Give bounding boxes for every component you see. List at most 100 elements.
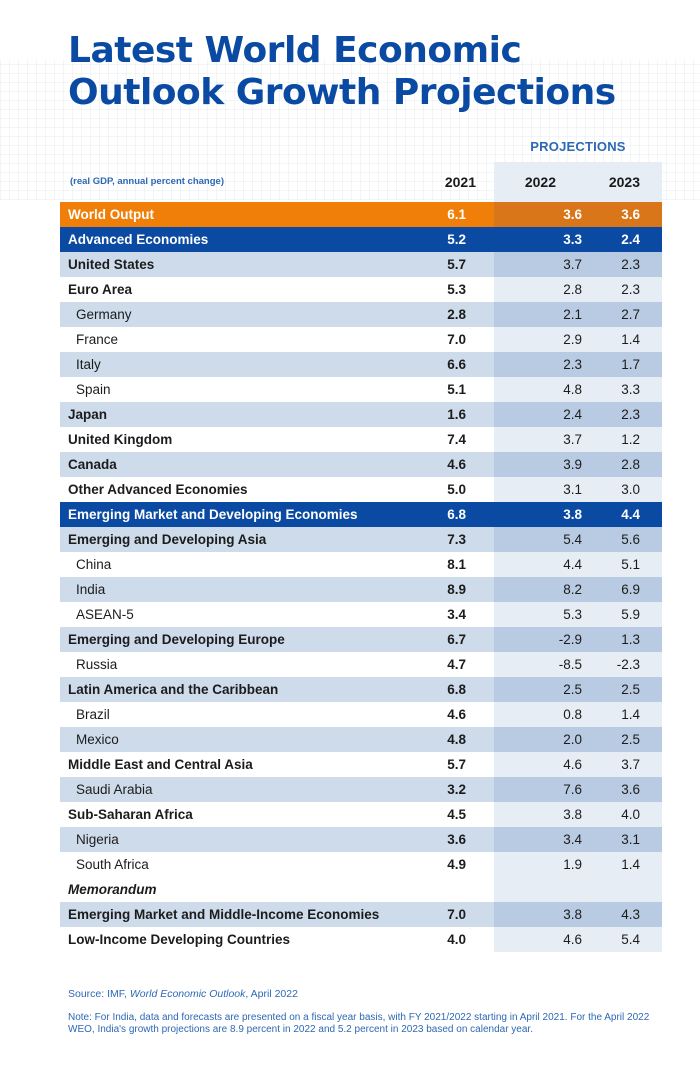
value-2022: 3.8 [563,907,582,922]
value-2021: 7.0 [447,907,466,922]
table-row: United Kingdom 7.4 3.7 1.2 [60,427,662,452]
value-2021: 5.3 [447,282,466,297]
table-row: France 7.0 2.9 1.4 [60,327,662,352]
footnote: Note: For India, data and forecasts are … [68,1012,650,1035]
projection-cell-background [494,627,662,652]
projection-cell-background [494,202,662,227]
value-2022: 1.9 [563,857,582,872]
row-label: Emerging and Developing Europe [68,632,285,647]
value-2021: 3.2 [447,782,466,797]
table-row: Euro Area 5.3 2.8 2.3 [60,277,662,302]
projection-cell-background [494,427,662,452]
projection-cell-background [494,352,662,377]
table-row: Emerging and Developing Asia 7.3 5.4 5.6 [60,527,662,552]
projection-cell-background [494,802,662,827]
table-row: United States 5.7 3.7 2.3 [60,252,662,277]
row-label: South Africa [76,857,149,872]
table-row: India 8.9 8.2 6.9 [60,577,662,602]
value-2021: 6.8 [447,507,466,522]
projection-cell-background [494,602,662,627]
projections-label: PROJECTIONS [530,139,626,154]
table-row: Italy 6.6 2.3 1.7 [60,352,662,377]
value-2021: 7.4 [447,432,466,447]
value-2023: 2.3 [621,282,640,297]
value-2023: 1.2 [621,432,640,447]
table-row: World Output 6.1 3.6 3.6 [60,202,662,227]
value-2022: 7.6 [563,782,582,797]
value-2023: 1.4 [621,707,640,722]
table-row: Nigeria 3.6 3.4 3.1 [60,827,662,852]
table-row: Low-Income Developing Countries 4.0 4.6 5.4 [60,927,662,952]
row-label: Saudi Arabia [76,782,153,797]
value-2023: 3.3 [621,382,640,397]
source-citation: Source: IMF, World Economic Outlook, Apr… [68,988,298,1000]
value-2022: 2.5 [563,682,582,697]
table-row: Spain 5.1 4.8 3.3 [60,377,662,402]
value-2022: 0.8 [563,707,582,722]
value-2022: 4.4 [563,557,582,572]
value-2021: 3.6 [447,832,466,847]
projection-cell-background [494,527,662,552]
value-2023: 3.0 [621,482,640,497]
projection-cell-background [494,227,662,252]
table-row: Latin America and the Caribbean 6.8 2.5 2.5 [60,677,662,702]
row-label: Russia [76,657,118,672]
table-row: Other Advanced Economies 5.0 3.1 3.0 [60,477,662,502]
value-2021: 6.8 [447,682,466,697]
table-row: Japan 1.6 2.4 2.3 [60,402,662,427]
row-label: Nigeria [76,832,119,847]
value-2022: 3.8 [563,807,582,822]
table-row: Mexico 4.8 2.0 2.5 [60,727,662,752]
table-row: Saudi Arabia 3.2 7.6 3.6 [60,777,662,802]
projection-cell-background [494,402,662,427]
table-row: Brazil 4.6 0.8 1.4 [60,702,662,727]
value-2022: 2.0 [563,732,582,747]
projection-cell-background [494,377,662,402]
row-label: Other Advanced Economies [68,482,248,497]
value-2023: 2.7 [621,307,640,322]
table-row: ASEAN-5 3.4 5.3 5.9 [60,602,662,627]
row-label: ASEAN-5 [76,607,134,622]
projection-cell-background [494,827,662,852]
value-2021: 6.7 [447,632,466,647]
table-row: Sub-Saharan Africa 4.5 3.8 4.0 [60,802,662,827]
row-label: Italy [76,357,101,372]
value-2022: 2.4 [563,407,582,422]
value-2021: 2.8 [447,307,466,322]
value-2022: 3.4 [563,832,582,847]
value-2023: 4.4 [621,507,640,522]
value-2022: 8.2 [563,582,582,597]
table-row: South Africa 4.9 1.9 1.4 [60,852,662,877]
projection-cell-background [494,552,662,577]
projection-cell-background [494,452,662,477]
value-2023: 1.4 [621,857,640,872]
value-2021: 6.6 [447,357,466,372]
value-2023: 2.3 [621,257,640,272]
table-row: Memorandum [60,877,662,902]
value-2021: 5.7 [447,257,466,272]
value-2022: 4.6 [563,757,582,772]
row-label: Brazil [76,707,110,722]
value-2022: 5.3 [563,607,582,622]
value-2022: 2.3 [563,357,582,372]
table-row: Middle East and Central Asia 5.7 4.6 3.7 [60,752,662,777]
value-2023: 2.5 [621,682,640,697]
table-row: Canada 4.6 3.9 2.8 [60,452,662,477]
value-2021: 4.9 [447,857,466,872]
value-2021: 5.1 [447,382,466,397]
value-2023: 4.0 [621,807,640,822]
value-2022: 3.8 [563,507,582,522]
value-2022: 3.7 [563,257,582,272]
value-2022: 2.1 [563,307,582,322]
value-2023: 6.9 [621,582,640,597]
source-prefix: Source: IMF, [68,988,130,1000]
value-2023: 2.3 [621,407,640,422]
row-label: United States [68,257,155,272]
row-label: Mexico [76,732,119,747]
value-2021: 4.6 [447,707,466,722]
value-2022: 3.1 [563,482,582,497]
table-row: Emerging and Developing Europe 6.7 -2.9 1.3 [60,627,662,652]
value-2023: 1.3 [621,632,640,647]
projection-cell-background [494,302,662,327]
value-2021: 7.3 [447,532,466,547]
